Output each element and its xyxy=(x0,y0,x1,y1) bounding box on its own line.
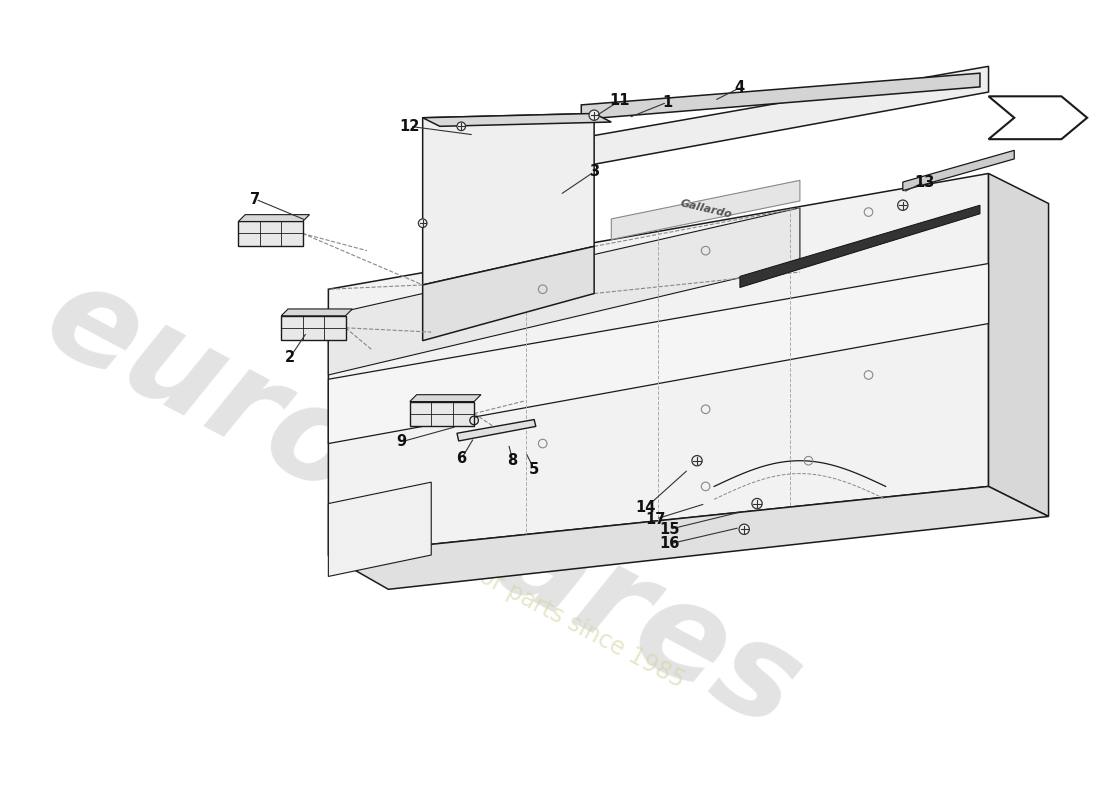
Polygon shape xyxy=(903,150,1014,190)
Polygon shape xyxy=(329,263,989,443)
Polygon shape xyxy=(740,206,980,287)
Text: 13: 13 xyxy=(914,174,934,190)
Polygon shape xyxy=(239,214,309,222)
Text: 6: 6 xyxy=(456,451,466,466)
Circle shape xyxy=(739,524,749,534)
Polygon shape xyxy=(422,114,594,285)
Circle shape xyxy=(456,122,465,130)
Circle shape xyxy=(418,219,427,227)
Polygon shape xyxy=(422,114,612,126)
Polygon shape xyxy=(410,402,474,426)
Text: eurospares: eurospares xyxy=(24,251,821,755)
Text: 4: 4 xyxy=(735,80,745,95)
Circle shape xyxy=(752,498,762,509)
Text: 12: 12 xyxy=(399,119,420,134)
Polygon shape xyxy=(329,486,1048,590)
Text: 14: 14 xyxy=(636,500,656,515)
Polygon shape xyxy=(612,180,800,239)
Text: 1: 1 xyxy=(662,95,672,110)
Circle shape xyxy=(692,455,702,466)
Text: 17: 17 xyxy=(646,511,667,526)
Polygon shape xyxy=(989,174,1048,517)
Text: 9: 9 xyxy=(396,434,406,450)
Text: 2: 2 xyxy=(285,350,295,366)
Text: 5: 5 xyxy=(529,462,539,477)
Polygon shape xyxy=(282,316,345,340)
Circle shape xyxy=(588,110,600,120)
Polygon shape xyxy=(329,208,800,375)
Text: Gallardo: Gallardo xyxy=(679,198,733,220)
Polygon shape xyxy=(329,482,431,577)
Polygon shape xyxy=(581,73,980,119)
Text: a passion for parts since 1985: a passion for parts since 1985 xyxy=(362,503,689,692)
Polygon shape xyxy=(239,222,302,246)
Polygon shape xyxy=(422,246,594,341)
Polygon shape xyxy=(282,309,352,316)
Text: 11: 11 xyxy=(609,93,630,108)
Polygon shape xyxy=(456,419,536,441)
Text: 8: 8 xyxy=(507,454,518,468)
Text: 3: 3 xyxy=(590,164,600,179)
Text: 7: 7 xyxy=(251,192,261,206)
Polygon shape xyxy=(410,394,481,402)
Circle shape xyxy=(898,200,907,210)
Text: 15: 15 xyxy=(659,522,680,537)
Text: 16: 16 xyxy=(659,536,680,551)
Polygon shape xyxy=(427,66,989,195)
Polygon shape xyxy=(329,174,989,555)
